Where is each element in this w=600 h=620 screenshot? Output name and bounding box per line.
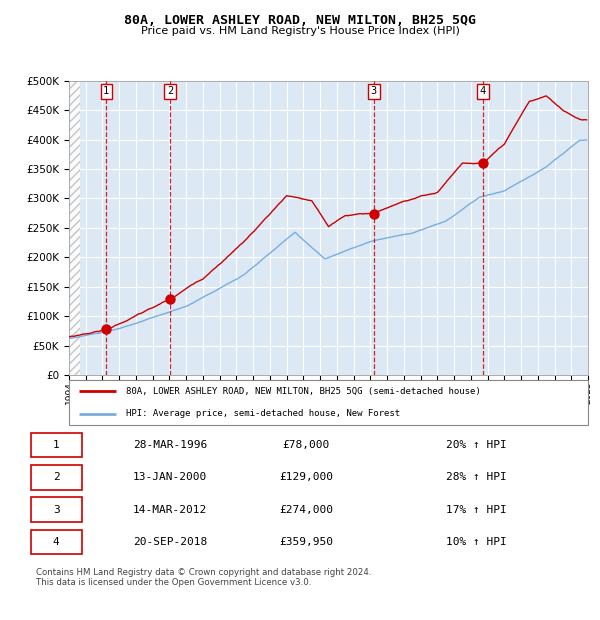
Text: 3: 3	[371, 87, 377, 97]
FancyBboxPatch shape	[31, 465, 82, 490]
FancyBboxPatch shape	[31, 529, 82, 554]
Text: 2: 2	[167, 87, 173, 97]
Text: 20% ↑ HPI: 20% ↑ HPI	[446, 440, 507, 450]
Text: 1: 1	[53, 440, 59, 450]
Text: 3: 3	[53, 505, 59, 515]
Text: 80A, LOWER ASHLEY ROAD, NEW MILTON, BH25 5QG (semi-detached house): 80A, LOWER ASHLEY ROAD, NEW MILTON, BH25…	[126, 387, 481, 396]
Text: 14-MAR-2012: 14-MAR-2012	[133, 505, 208, 515]
FancyBboxPatch shape	[69, 380, 588, 425]
Text: 28-MAR-1996: 28-MAR-1996	[133, 440, 208, 450]
Text: 20-SEP-2018: 20-SEP-2018	[133, 537, 208, 547]
Text: £274,000: £274,000	[279, 505, 333, 515]
Text: 1: 1	[103, 87, 109, 97]
Text: Contains HM Land Registry data © Crown copyright and database right 2024.
This d: Contains HM Land Registry data © Crown c…	[36, 568, 371, 587]
Bar	[69, 81, 80, 375]
Text: 13-JAN-2000: 13-JAN-2000	[133, 472, 208, 482]
Text: £359,950: £359,950	[279, 537, 333, 547]
Text: 2: 2	[53, 472, 59, 482]
Text: HPI: Average price, semi-detached house, New Forest: HPI: Average price, semi-detached house,…	[126, 409, 400, 418]
Text: £129,000: £129,000	[279, 472, 333, 482]
Text: 4: 4	[53, 537, 59, 547]
Text: 17% ↑ HPI: 17% ↑ HPI	[446, 505, 507, 515]
Text: £78,000: £78,000	[283, 440, 329, 450]
FancyBboxPatch shape	[31, 433, 82, 458]
Text: 80A, LOWER ASHLEY ROAD, NEW MILTON, BH25 5QG: 80A, LOWER ASHLEY ROAD, NEW MILTON, BH25…	[124, 14, 476, 27]
FancyBboxPatch shape	[31, 497, 82, 522]
Text: Price paid vs. HM Land Registry's House Price Index (HPI): Price paid vs. HM Land Registry's House …	[140, 26, 460, 36]
Text: 28% ↑ HPI: 28% ↑ HPI	[446, 472, 507, 482]
Text: 4: 4	[480, 87, 486, 97]
Text: 10% ↑ HPI: 10% ↑ HPI	[446, 537, 507, 547]
